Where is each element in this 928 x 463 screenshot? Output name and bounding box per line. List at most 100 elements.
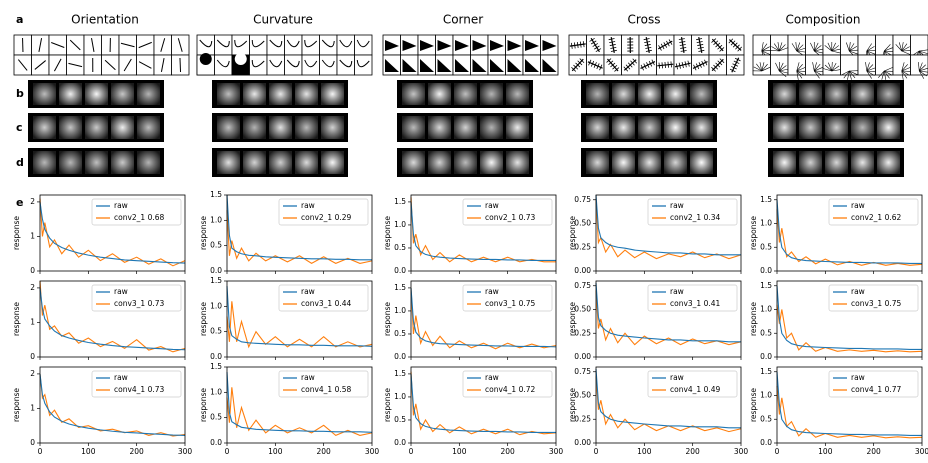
feature-image <box>111 116 134 139</box>
stimulus-cell <box>337 55 355 75</box>
y-tick-label: 0.00 <box>574 266 591 275</box>
y-axis-label: response <box>383 388 392 422</box>
feature-image <box>428 151 451 174</box>
y-tick-label: 1.0 <box>210 215 222 224</box>
feature-image <box>664 151 687 174</box>
legend-label: raw <box>670 287 684 296</box>
y-axis-label: response <box>199 216 208 250</box>
y-axis-label: response <box>749 302 758 336</box>
feature-image <box>664 116 687 139</box>
feature-image <box>612 83 635 105</box>
legend-label: raw <box>301 373 315 382</box>
y-tick-label: 0.5 <box>394 329 406 338</box>
feature-image <box>638 151 661 174</box>
y-axis-label: response <box>199 302 208 336</box>
feature-image <box>137 83 160 105</box>
feature-image <box>295 151 318 174</box>
feature-image <box>269 83 292 105</box>
y-tick-label: 1.0 <box>394 220 406 229</box>
legend-label: conv4_1 0.73 <box>114 385 165 394</box>
y-axis-label: response <box>383 302 392 336</box>
feature-image <box>428 83 451 105</box>
y-tick-label: 2 <box>30 197 35 206</box>
stimulus-cell <box>771 35 789 55</box>
stimulus-cell <box>302 55 320 75</box>
feature-image <box>638 116 661 139</box>
feature-image <box>690 151 713 174</box>
feature-image <box>295 116 318 139</box>
feature-image <box>799 83 822 105</box>
y-tick-label: 0 <box>30 266 35 275</box>
feature-image <box>825 151 848 174</box>
feature-image <box>506 151 529 174</box>
feature-image <box>33 151 56 174</box>
y-axis-label: response <box>568 216 577 250</box>
feature-image <box>295 83 318 105</box>
y-tick-label: 1.5 <box>394 283 406 292</box>
feature-image <box>402 116 425 139</box>
legend-label: raw <box>485 287 499 296</box>
feature-image <box>690 116 713 139</box>
feature-image <box>454 83 477 105</box>
feature-image <box>586 151 609 174</box>
stimulus-cell <box>302 35 320 55</box>
legend-label: raw <box>485 373 499 382</box>
feature-image <box>825 83 848 105</box>
feature-image <box>33 116 56 139</box>
y-tick-label: 2 <box>30 283 35 292</box>
y-tick-label: 1 <box>30 231 35 240</box>
stimulus-cell <box>215 55 233 75</box>
panel-label: d <box>16 156 24 169</box>
feature-image <box>851 83 874 105</box>
feature-image <box>877 83 900 105</box>
column-title: Composition <box>786 13 861 27</box>
legend-label: raw <box>851 287 865 296</box>
feature-image <box>321 151 344 174</box>
y-tick-label: 2 <box>30 369 35 378</box>
x-tick-label: 100 <box>268 447 283 456</box>
stimulus-cell <box>250 35 268 55</box>
stimulus-cell <box>197 35 215 55</box>
y-tick-label: 0.0 <box>210 438 222 447</box>
feature-image <box>85 151 108 174</box>
x-tick-label: 200 <box>501 447 516 456</box>
x-tick-label: 300 <box>549 447 564 456</box>
legend-label: conv2_1 0.73 <box>485 213 536 222</box>
y-tick-label: 0.0 <box>760 352 772 361</box>
x-tick-label: 300 <box>915 447 928 456</box>
legend-label: conv3_1 0.44 <box>301 299 352 308</box>
y-tick-label: 1 <box>30 403 35 412</box>
y-axis-label: response <box>12 388 21 422</box>
x-tick-label: 300 <box>365 447 380 456</box>
panel-label: b <box>16 87 24 100</box>
feature-image <box>59 116 82 139</box>
column-title: Corner <box>443 13 483 27</box>
feature-image <box>111 151 134 174</box>
feature-image <box>217 116 240 139</box>
legend-label: conv4_1 0.72 <box>485 385 536 394</box>
x-tick-label: 200 <box>317 447 332 456</box>
y-tick-label: 0.5 <box>210 327 222 336</box>
feature-image <box>85 83 108 105</box>
x-tick-label: 0 <box>225 447 230 456</box>
y-tick-label: 0.5 <box>760 328 772 337</box>
legend-label: conv3_1 0.73 <box>114 299 165 308</box>
y-tick-label: 0.5 <box>760 242 772 251</box>
y-tick-label: 0.0 <box>760 266 772 275</box>
legend-label: raw <box>301 201 315 210</box>
y-tick-label: 1 <box>30 317 35 326</box>
x-tick-label: 200 <box>867 447 882 456</box>
y-tick-label: 0.0 <box>210 266 222 275</box>
y-tick-label: 0.0 <box>760 438 772 447</box>
legend-label: raw <box>670 201 684 210</box>
feature-image <box>773 116 796 139</box>
x-tick-label: 0 <box>38 447 43 456</box>
feature-image <box>243 83 266 105</box>
column-title: Cross <box>628 13 661 27</box>
